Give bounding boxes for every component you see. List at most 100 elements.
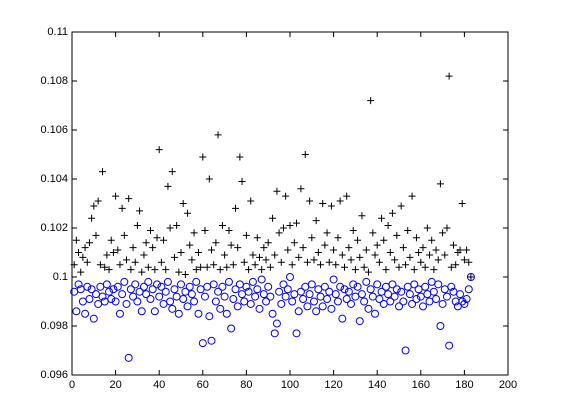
plus-marker bbox=[155, 146, 163, 154]
circle-marker bbox=[222, 309, 231, 318]
circle-marker bbox=[227, 324, 236, 333]
plus-marker bbox=[164, 182, 172, 190]
circle-marker bbox=[307, 280, 316, 289]
circle-marker bbox=[87, 285, 96, 294]
plus-marker bbox=[347, 256, 355, 264]
plus-marker bbox=[177, 249, 185, 256]
plus-marker bbox=[179, 200, 187, 207]
plus-marker bbox=[123, 256, 130, 264]
circle-marker bbox=[432, 295, 441, 304]
circle-marker bbox=[460, 299, 469, 308]
plus-marker bbox=[245, 266, 253, 274]
plus-marker bbox=[227, 241, 235, 249]
circle-marker bbox=[166, 297, 175, 306]
plus-marker bbox=[419, 244, 427, 252]
plus-marker bbox=[369, 229, 377, 237]
plus-marker bbox=[308, 234, 316, 242]
circle-marker bbox=[120, 277, 129, 286]
circle-marker bbox=[190, 297, 199, 306]
circle-marker bbox=[98, 292, 107, 301]
plus-marker bbox=[441, 251, 449, 259]
plus-marker bbox=[393, 231, 401, 239]
circle-marker bbox=[163, 277, 172, 286]
circle-marker bbox=[408, 299, 417, 308]
circle-marker bbox=[353, 282, 362, 291]
circle-marker bbox=[338, 314, 347, 323]
circle-marker bbox=[462, 295, 471, 304]
plus-marker bbox=[386, 249, 394, 256]
plus-marker bbox=[127, 266, 135, 274]
plus-marker bbox=[428, 236, 436, 244]
plus-marker bbox=[72, 236, 80, 244]
circle-marker bbox=[292, 329, 301, 338]
circle-marker bbox=[251, 292, 260, 301]
plus-marker bbox=[467, 273, 475, 281]
circle-marker bbox=[388, 280, 397, 289]
plus-marker bbox=[188, 256, 196, 264]
plus-marker bbox=[264, 239, 272, 247]
plus-marker bbox=[362, 246, 370, 254]
circle-marker bbox=[209, 280, 218, 289]
circle-marker bbox=[340, 285, 349, 294]
circle-marker bbox=[229, 295, 238, 304]
plus-marker bbox=[255, 253, 263, 261]
circle-marker bbox=[434, 280, 443, 289]
plus-marker bbox=[271, 251, 279, 259]
circle-marker bbox=[401, 346, 410, 355]
circle-marker bbox=[397, 287, 406, 296]
circle-marker bbox=[405, 290, 414, 299]
plus-marker bbox=[439, 229, 447, 237]
plus-marker bbox=[290, 239, 298, 247]
circle-marker bbox=[187, 290, 196, 299]
plus-marker bbox=[92, 231, 100, 239]
x-tick-label: 140 bbox=[368, 379, 386, 391]
plus-marker bbox=[404, 226, 412, 234]
circle-marker bbox=[331, 290, 340, 299]
plus-marker bbox=[221, 251, 229, 259]
circle-marker bbox=[296, 287, 305, 296]
plus-marker bbox=[327, 202, 335, 210]
plus-marker bbox=[378, 214, 386, 222]
circle-marker bbox=[466, 273, 475, 281]
circle-marker bbox=[344, 287, 353, 296]
circle-marker bbox=[174, 309, 183, 318]
plus-marker bbox=[168, 168, 176, 176]
plus-marker bbox=[354, 236, 362, 244]
plus-marker bbox=[277, 258, 285, 266]
circle-marker bbox=[456, 290, 465, 299]
circle-marker bbox=[200, 292, 209, 301]
circle-marker bbox=[392, 285, 401, 294]
circle-marker bbox=[268, 309, 277, 318]
y-tick-label: 0.104 bbox=[40, 173, 68, 185]
plus-marker bbox=[175, 268, 183, 276]
circle-marker bbox=[155, 292, 164, 301]
plus-marker bbox=[212, 239, 220, 247]
circle-marker bbox=[153, 280, 162, 289]
circle-marker bbox=[272, 319, 281, 328]
x-tick-label: 200 bbox=[499, 379, 517, 391]
circle-marker bbox=[137, 307, 146, 316]
plus-marker bbox=[421, 263, 429, 271]
plus-marker bbox=[232, 204, 239, 212]
plus-marker bbox=[118, 204, 126, 212]
plot-area bbox=[71, 31, 509, 376]
circle-marker bbox=[255, 304, 264, 313]
plus-marker bbox=[282, 192, 290, 200]
circle-marker bbox=[102, 280, 111, 289]
plus-marker bbox=[299, 244, 307, 252]
plus-marker bbox=[112, 192, 120, 200]
plus-marker bbox=[197, 263, 205, 271]
circle-marker bbox=[275, 287, 284, 296]
plus-marker bbox=[323, 229, 331, 237]
plus-marker bbox=[293, 219, 301, 227]
circle-marker bbox=[109, 285, 118, 294]
plus-marker bbox=[351, 266, 359, 274]
plus-marker bbox=[129, 244, 137, 252]
plus-marker bbox=[321, 241, 329, 249]
circle-marker bbox=[309, 297, 318, 306]
circle-marker bbox=[157, 282, 166, 291]
plus-marker bbox=[452, 261, 460, 269]
plus-marker bbox=[75, 249, 83, 256]
plus-marker bbox=[94, 197, 102, 205]
circle-marker bbox=[349, 280, 358, 289]
